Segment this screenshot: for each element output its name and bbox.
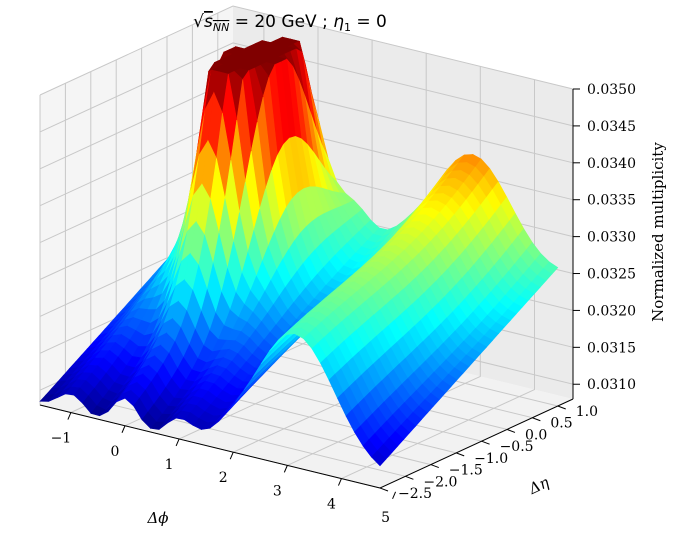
x-tick-label: 3: [273, 483, 282, 499]
x-tick-mark: [337, 478, 342, 486]
y-tick-label: 1.0: [576, 404, 598, 420]
x-tick-mark: [121, 425, 126, 433]
tick-marks: [39, 88, 580, 499]
x-tick-mark: [175, 438, 180, 447]
x-tick-label: 4: [327, 497, 336, 513]
y-tick-mark: [405, 475, 414, 480]
z-tick-label: 0.0345: [587, 119, 636, 135]
chart-title: √sNN = 20 GeV ; η1 = 0: [193, 12, 387, 34]
z-tick-label: 0.0340: [587, 156, 636, 172]
y-axis-line: [379, 398, 574, 489]
x-tick-mark: [67, 412, 72, 420]
x-axis-line: [39, 404, 381, 489]
y-tick-mark: [430, 464, 439, 469]
y-tick-mark: [532, 417, 541, 422]
y-tick-label: 0.5: [550, 416, 572, 432]
y-tick-label: −0.5: [500, 439, 534, 455]
x-tick-label: 0: [111, 444, 120, 460]
z-axis-label: Normalized multiplicity: [649, 142, 667, 322]
y-tick-label: −1.5: [449, 463, 483, 479]
z-tick-label: 0.0320: [587, 303, 636, 319]
y-tick-mark: [456, 452, 465, 457]
z-tick-label: 0.0335: [587, 193, 636, 209]
x-tick-mark: [392, 491, 397, 499]
y-tick-label: −2.5: [398, 486, 432, 502]
y-tick-mark: [557, 405, 566, 410]
x-tick-label: 1: [165, 457, 174, 473]
surface-mesh: [39, 36, 559, 467]
y-tick-label: −1.0: [474, 451, 508, 467]
x-tick-label: 2: [219, 470, 228, 486]
x-tick-labels: −1 0 1 2 3 4 5: [51, 431, 390, 526]
y-tick-mark: [481, 440, 490, 445]
y-axis-label: Δη: [525, 473, 551, 498]
y-tick-labels: −2.5−2.0−1.5−1.0−0.50.00.51.0: [398, 404, 598, 502]
x-tick-label: −1: [51, 431, 72, 447]
z-tick-labels: 0.0310 0.0315 0.0320 0.0325 0.0330 0.0335 0.03…: [587, 82, 636, 393]
z-tick-label: 0.0325: [587, 267, 636, 283]
z-gridline: [39, 42, 574, 133]
x-gridline: [341, 79, 535, 480]
y-tick-label: −2.0: [423, 474, 457, 490]
z-gridline: [39, 5, 574, 96]
x-tick-label: 5: [381, 510, 390, 526]
x-axis-label: Δϕ: [146, 509, 168, 527]
z-tick-label: 0.0330: [587, 230, 636, 246]
y-tick-mark: [506, 428, 516, 433]
x-tick-mark: [229, 451, 234, 460]
z-tick-label: 0.0350: [587, 82, 636, 98]
z-tick-label: 0.0310: [587, 377, 636, 393]
surface-patch: [371, 450, 387, 467]
y-tick-label: 0.0: [525, 427, 547, 443]
z-tick-label: 0.0315: [587, 340, 636, 356]
y-tick-mark: [379, 487, 389, 492]
x-tick-mark: [283, 465, 288, 473]
